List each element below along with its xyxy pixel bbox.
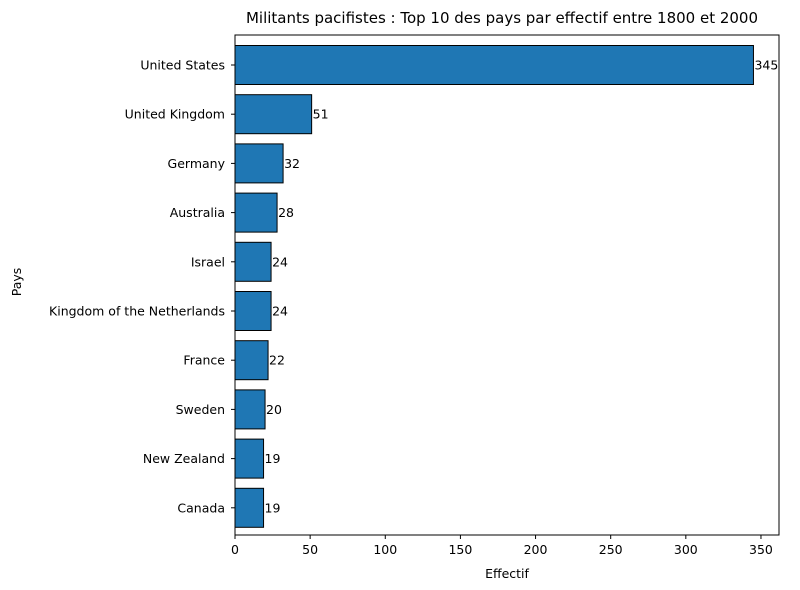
y-tick-label-germany: Germany <box>168 156 226 171</box>
data-label-united-kingdom: 51 <box>313 107 329 122</box>
x-tick-label-150: 150 <box>448 542 472 557</box>
bar-israel <box>234 241 272 282</box>
y-tick-label-israel: Israel <box>191 254 225 269</box>
y-tick-label-united-states: United States <box>140 58 225 73</box>
y-tick-label-sweden: Sweden <box>176 402 225 417</box>
x-tick-label-200: 200 <box>524 542 548 557</box>
data-label-sweden: 20 <box>266 402 282 417</box>
plot-frame <box>234 34 780 536</box>
y-axis-ticks: United States United Kingdom Germany Austra… <box>49 58 235 515</box>
bar-kingdom-of-the-netherlands <box>234 291 272 331</box>
bar-germany <box>234 143 284 184</box>
data-label-france: 22 <box>269 353 285 368</box>
bar-australia <box>234 192 278 233</box>
data-label-germany: 32 <box>284 156 300 171</box>
y-tick-label-australia: Australia <box>170 205 225 220</box>
x-tick-label-250: 250 <box>599 542 623 557</box>
x-tick-label-50: 50 <box>302 542 318 557</box>
y-tick-label-kingdom-of-the-netherlands: Kingdom of the Netherlands <box>49 304 225 319</box>
data-labels-layer: 345 51 32 28 24 24 22 20 19 19 <box>265 58 779 516</box>
x-tick-label-350: 350 <box>749 542 773 557</box>
bar-united-states <box>234 45 754 85</box>
bar-canada <box>234 487 265 528</box>
y-tick-label-united-kingdom: United Kingdom <box>125 107 225 122</box>
chart-title: Militants pacifistes : Top 10 des pays p… <box>246 9 758 27</box>
data-label-new-zealand: 19 <box>265 451 281 466</box>
bar-new-zealand <box>234 438 265 479</box>
bars-layer <box>234 45 754 528</box>
y-tick-label-canada: Canada <box>177 500 225 515</box>
y-axis-label: Pays <box>9 268 24 297</box>
x-tick-label-100: 100 <box>373 542 397 557</box>
y-tick-label-france: France <box>183 353 225 368</box>
x-tick-label-300: 300 <box>674 542 698 557</box>
data-label-kingdom-of-the-netherlands: 24 <box>272 304 288 319</box>
bar-france <box>234 340 269 381</box>
data-label-israel: 24 <box>272 254 288 269</box>
data-label-canada: 19 <box>265 500 281 515</box>
x-axis-ticks: 0 50 100 150 200 250 300 350 <box>231 535 773 557</box>
y-tick-label-new-zealand: New Zealand <box>143 451 225 466</box>
x-tick-label-0: 0 <box>231 542 239 557</box>
x-axis-label: Effectif <box>485 566 529 581</box>
data-label-united-states: 345 <box>754 58 778 73</box>
data-label-australia: 28 <box>278 205 294 220</box>
bar-united-kingdom <box>234 94 313 135</box>
bar-sweden <box>234 389 266 430</box>
